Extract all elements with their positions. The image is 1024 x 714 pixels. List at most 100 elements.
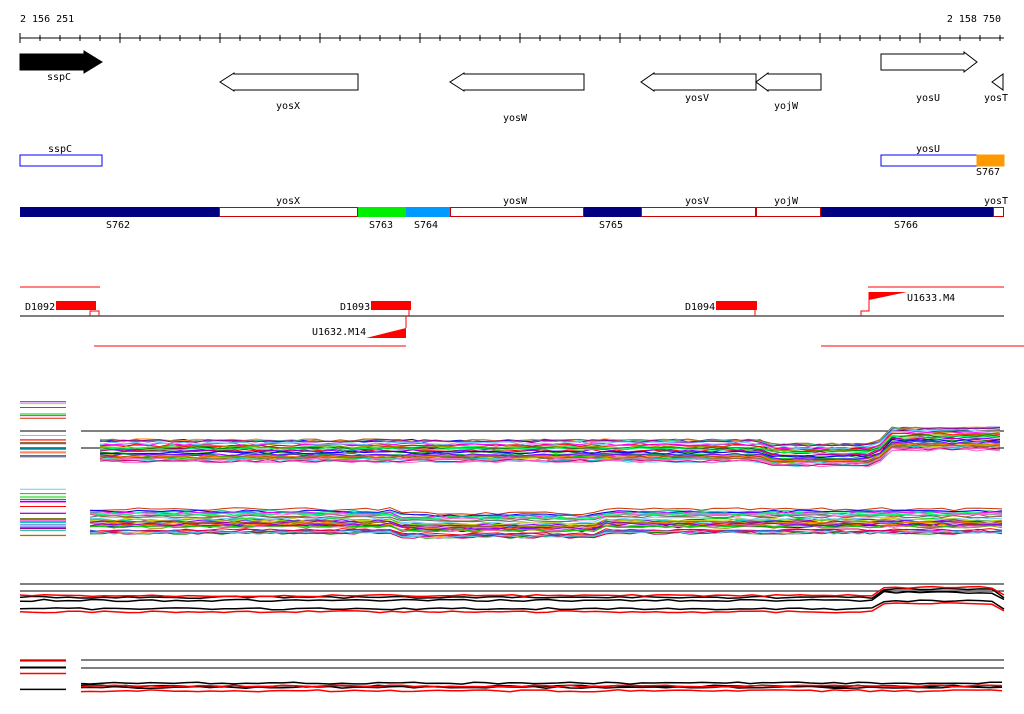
gene-arrow-reverse [640, 72, 757, 92]
ruler-start-label: 2 156 251 [20, 14, 74, 25]
annotation-track: sspC yosU S767 [19, 144, 1005, 178]
gene-label: yosU [916, 93, 940, 104]
segment-yojW[interactable]: yojW [756, 196, 821, 217]
feature-label: U1633.M4 [907, 293, 955, 304]
annotation-box [880, 154, 978, 167]
segment-label: yosX [276, 196, 300, 207]
feature-label: D1093 [340, 302, 370, 313]
feature-ramp [869, 292, 907, 300]
annotation-yosU[interactable]: yosU [880, 144, 978, 167]
segment-yosT[interactable]: yosT [984, 196, 1008, 217]
expression-profile-line [89, 509, 1003, 518]
gene-label: yosX [276, 101, 300, 112]
gene-arrow-reverse [755, 72, 822, 92]
feature-label: D1092 [25, 302, 55, 313]
panel-gap [66, 655, 81, 700]
segment-label: S765 [599, 220, 623, 231]
gene-yosT[interactable]: yosT [984, 73, 1008, 104]
gene-label: yosW [503, 113, 528, 124]
segment-yosW[interactable]: yosW [450, 196, 584, 217]
expression-profile-line [19, 587, 1005, 599]
segment-bar [993, 207, 1004, 217]
gene-arrow-forward [19, 50, 103, 74]
expression-profile-line [99, 430, 1001, 451]
expression-profile-line [89, 509, 1003, 518]
segment-bar [756, 207, 821, 217]
feature-D1093[interactable]: D1093 [340, 301, 411, 316]
expression-profile-line [89, 511, 1003, 520]
feature-label: U1632.M14 [312, 327, 366, 338]
segment-label: S763 [369, 220, 393, 231]
segment-bar [219, 207, 358, 217]
segment-label: yosT [984, 196, 1008, 207]
expression-profile-line [99, 429, 1001, 450]
expression-profile-line [65, 685, 1003, 690]
expression-profile-line [99, 427, 1001, 447]
coordinate-ruler: 2 156 251 2 158 750 [19, 14, 1004, 43]
segment-yosX[interactable]: yosX [219, 196, 358, 217]
segment-label: S762 [106, 220, 130, 231]
expression-profile-line [19, 590, 1005, 603]
feature-box [371, 301, 411, 310]
segment-bar [20, 207, 219, 217]
segment-bar [641, 207, 756, 217]
expression-profile-line [99, 446, 1001, 466]
feature-D1092[interactable]: D1092 [25, 301, 100, 316]
expression-profile-line [89, 514, 1003, 523]
annotation-label: sspC [48, 144, 72, 155]
gene-track: sspC yosX yosW yosV yojW yosU yosT [19, 50, 1008, 124]
gene-arrow-reverse [219, 72, 359, 92]
annotation-box [19, 154, 103, 167]
expression-profile-line [89, 517, 1003, 526]
segment-S762[interactable]: S762 [20, 207, 219, 231]
segment-label: yosV [685, 196, 709, 207]
segment-yosV[interactable]: yosV [641, 196, 756, 217]
expression-profile-line [19, 585, 1005, 598]
ruler-end-label: 2 158 750 [947, 14, 1001, 25]
segment-bar [406, 207, 450, 217]
expression-profile-line [89, 522, 1003, 531]
gene-yojW[interactable]: yojW [755, 72, 822, 112]
expression-profile-line [89, 528, 1003, 536]
expression-profile-line [99, 440, 1000, 461]
gene-label: yojW [774, 101, 799, 112]
expression-profile-line [99, 435, 1001, 455]
segment-S765[interactable]: S765 [584, 207, 641, 231]
gene-label: yosV [685, 93, 709, 104]
expression-profile-line [89, 513, 1003, 522]
expression-panel-summary-a [19, 583, 1005, 614]
annotation-label: yosU [916, 144, 940, 155]
segment-label: yojW [774, 196, 799, 207]
annotation-label: S767 [976, 167, 1000, 178]
annotation-S767[interactable]: S767 [976, 154, 1005, 178]
gene-yosW[interactable]: yosW [449, 72, 585, 124]
expression-profile-line [89, 512, 1003, 520]
panel-gap [66, 480, 81, 545]
segment-S764[interactable]: S764 [406, 207, 450, 231]
gene-label: yosT [984, 93, 1008, 104]
feature-box [716, 301, 757, 310]
gene-sspC[interactable]: sspC [19, 50, 103, 83]
feature-bracket [860, 292, 870, 316]
gene-yosV[interactable]: yosV [640, 72, 757, 104]
feature-U1632-M14[interactable]: U1632.M14 [312, 316, 407, 338]
annotation-sspC[interactable]: sspC [19, 144, 103, 167]
gene-arrow-reverse [449, 72, 585, 92]
gene-yosX[interactable]: yosX [219, 72, 359, 112]
expression-panel-summary-b [20, 655, 1004, 700]
gene-arrow-reverse [991, 73, 1004, 91]
expression-profile-line [19, 601, 1005, 614]
segment-label: S764 [414, 220, 438, 231]
expression-profile-line [99, 446, 1001, 467]
ruler-ticks [19, 33, 1001, 43]
panel-gap [66, 395, 81, 470]
expression-profile-line [19, 599, 1005, 611]
segment-S763[interactable]: S763 [358, 207, 406, 231]
feature-ramp [366, 328, 406, 338]
feature-D1094[interactable]: D1094 [685, 301, 757, 316]
expression-profile-line [65, 689, 1003, 693]
segment-bar [358, 207, 406, 217]
feature-U1633-M4[interactable]: U1633.M4 [860, 292, 955, 316]
segment-S766[interactable]: S766 [821, 207, 993, 231]
gene-yosU[interactable]: yosU [880, 50, 978, 104]
